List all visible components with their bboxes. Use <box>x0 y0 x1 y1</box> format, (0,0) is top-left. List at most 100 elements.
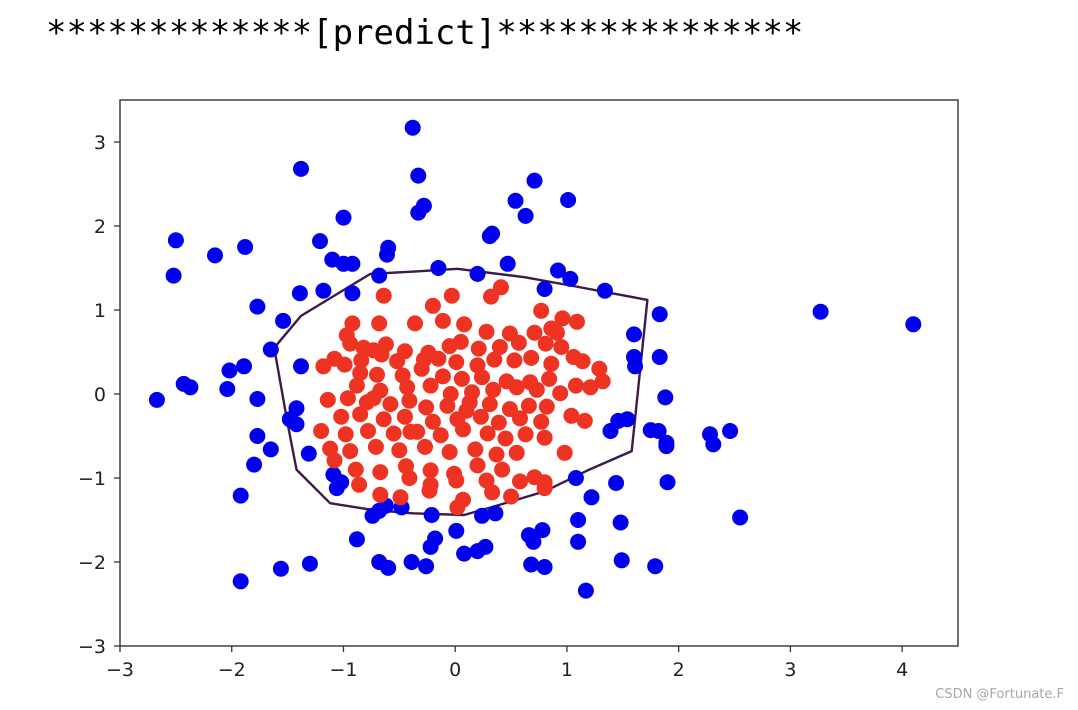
point-class-1 <box>434 368 451 385</box>
point-class-0 <box>165 267 182 284</box>
point-class-1 <box>536 480 553 497</box>
point-class-0 <box>219 381 236 397</box>
point-class-1 <box>342 443 359 460</box>
point-class-1 <box>401 392 418 409</box>
point-class-1 <box>365 390 382 407</box>
point-class-1 <box>336 356 353 373</box>
point-class-1 <box>422 377 439 394</box>
point-class-0 <box>364 507 381 524</box>
point-class-1 <box>554 310 571 327</box>
point-class-0 <box>448 522 465 539</box>
point-class-1 <box>497 430 514 447</box>
point-class-1 <box>441 444 458 460</box>
point-class-1 <box>533 413 550 430</box>
point-class-0 <box>526 172 543 189</box>
point-class-0 <box>293 160 309 177</box>
point-class-1 <box>413 360 430 377</box>
point-class-0 <box>517 207 534 224</box>
predict-header: *************[predict]*************** <box>46 13 804 53</box>
point-class-0 <box>562 270 579 287</box>
point-class-1 <box>396 408 413 425</box>
point-class-1 <box>486 351 503 368</box>
point-class-0 <box>312 233 328 250</box>
point-class-0 <box>148 391 165 408</box>
point-class-0 <box>403 554 420 570</box>
point-class-1 <box>537 335 554 352</box>
point-class-1 <box>528 381 545 398</box>
point-class-1 <box>517 426 534 443</box>
point-class-0 <box>404 119 421 136</box>
point-class-1 <box>360 423 376 439</box>
point-class-0 <box>410 204 427 221</box>
point-class-0 <box>207 247 223 264</box>
point-class-0 <box>534 522 551 539</box>
point-class-0 <box>567 470 584 486</box>
point-class-1 <box>375 287 392 304</box>
point-class-0 <box>536 281 553 297</box>
point-class-0 <box>293 358 309 375</box>
point-class-1 <box>458 402 475 419</box>
point-class-1 <box>512 410 528 427</box>
point-class-0 <box>583 489 600 506</box>
point-class-0 <box>232 487 249 504</box>
point-class-0 <box>905 316 922 333</box>
point-class-1 <box>483 288 499 305</box>
point-class-1 <box>594 373 611 390</box>
point-class-1 <box>470 340 487 357</box>
point-class-1 <box>574 353 591 370</box>
point-class-1 <box>472 408 489 425</box>
point-class-0 <box>301 555 318 572</box>
x-tick-label: −3 <box>106 659 134 681</box>
point-class-1 <box>512 473 528 490</box>
point-class-0 <box>560 192 577 208</box>
point-class-1 <box>479 425 496 442</box>
point-class-0 <box>315 282 332 299</box>
point-class-0 <box>275 312 292 329</box>
point-class-1 <box>313 423 330 439</box>
point-class-1 <box>342 335 359 352</box>
point-class-0 <box>456 545 473 562</box>
y-tick-label: −1 <box>78 468 106 490</box>
point-class-0 <box>812 303 829 320</box>
point-class-1 <box>367 438 384 455</box>
point-class-0 <box>474 507 490 524</box>
point-class-1 <box>563 407 580 424</box>
point-class-0 <box>272 560 289 577</box>
point-class-0 <box>651 349 668 365</box>
point-class-1 <box>591 360 608 377</box>
y-tick-label: 3 <box>94 132 106 154</box>
point-class-1 <box>455 421 471 438</box>
point-class-1 <box>503 488 520 505</box>
point-class-0 <box>487 505 504 522</box>
point-class-1 <box>424 297 441 314</box>
point-class-0 <box>249 391 266 407</box>
point-class-1 <box>448 472 465 489</box>
point-class-1 <box>430 350 447 367</box>
point-class-1 <box>434 312 451 329</box>
point-class-1 <box>402 423 419 440</box>
point-class-0 <box>507 192 524 209</box>
point-class-1 <box>385 425 402 442</box>
point-class-1 <box>443 287 460 304</box>
x-tick-label: 4 <box>896 659 908 681</box>
point-class-1 <box>543 355 560 372</box>
point-class-1 <box>372 464 389 481</box>
point-class-1 <box>448 354 465 371</box>
point-class-1 <box>485 381 502 398</box>
point-class-0 <box>236 358 252 375</box>
point-class-1 <box>520 397 537 414</box>
point-class-0 <box>525 533 542 550</box>
point-class-1 <box>523 349 540 366</box>
point-class-1 <box>337 426 354 443</box>
point-class-1 <box>567 377 584 394</box>
point-class-0 <box>262 441 279 458</box>
point-class-0 <box>570 512 587 528</box>
point-class-1 <box>526 324 543 341</box>
point-class-1 <box>372 486 389 503</box>
point-class-0 <box>658 438 675 455</box>
point-class-1 <box>452 333 469 350</box>
point-class-0 <box>477 538 494 555</box>
point-class-0 <box>418 558 435 575</box>
point-class-0 <box>291 285 308 302</box>
point-class-0 <box>167 232 184 249</box>
